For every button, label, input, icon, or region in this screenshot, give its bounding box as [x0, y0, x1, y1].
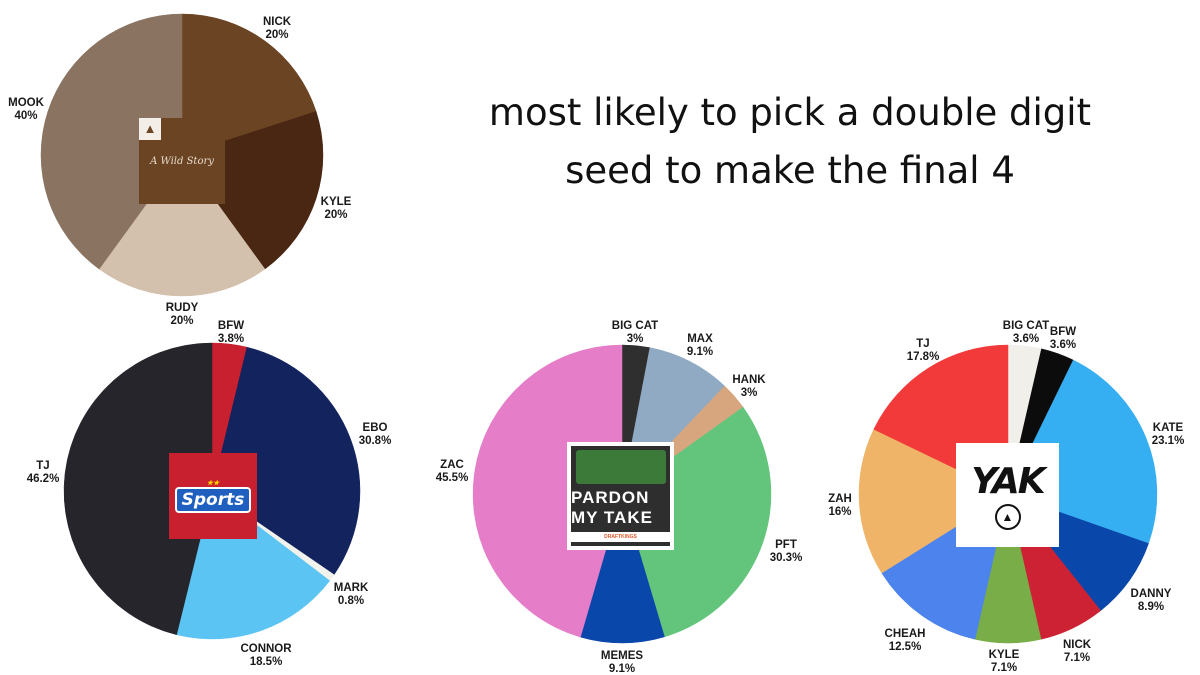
slice-label-max: MAX 9.1%: [687, 333, 713, 358]
slice-label-rudy: RUDY 20%: [166, 302, 199, 327]
logo-3-artwork: [575, 450, 666, 484]
slice-label-tj: TJ 17.8%: [907, 338, 940, 363]
logo-4-text: YAK: [971, 460, 1045, 502]
podcast-logo-3: PARDON MY TAKE DRAFTKINGS: [567, 442, 674, 550]
slice-label-nick: NICK 7.1%: [1063, 639, 1092, 664]
slice-label-bfw: BFW 3.8%: [218, 320, 244, 345]
podcast-logo-2: ★★ Sports: [169, 453, 257, 539]
logo-3-sponsor: DRAFTKINGS: [571, 532, 670, 542]
slice-label-nick: NICK 20%: [263, 16, 292, 41]
slice-label-tj: TJ 46.2%: [27, 460, 60, 485]
podcast-logo-1: ▲ A Wild Story: [139, 118, 225, 204]
slice-label-connor: CONNOR 18.5%: [240, 643, 292, 668]
title-line-1: most likely to pick a double digit: [488, 91, 1092, 134]
pie-slice-pft: [621, 406, 772, 638]
podcast-logo-4: YAK ▲: [956, 443, 1059, 547]
slice-label-cheah: CHEAH 12.5%: [885, 628, 926, 653]
pie-slice-zac: [472, 344, 623, 638]
slice-label-big-cat: BIG CAT 3.6%: [1003, 320, 1049, 345]
pie-slice-zah: [858, 428, 1009, 574]
slice-label-mook: MOOK 40%: [8, 97, 44, 122]
page-title: most likely to pick a double digit seed …: [440, 84, 1140, 200]
slice-label-zac: ZAC 45.5%: [436, 459, 469, 484]
slice-label-memes: MEMES 9.1%: [601, 650, 644, 675]
barstool-icon: ▲: [994, 503, 1021, 530]
slice-label-kyle: KYLE 7.1%: [989, 649, 1020, 674]
title-line-2: seed to make the final 4: [565, 149, 1015, 192]
pie-slice-memes: [580, 493, 665, 644]
logo-3-text: PARDON MY TAKE: [571, 488, 653, 527]
barstool-icon: ▲: [139, 118, 161, 140]
slice-label-kyle: KYLE 20%: [321, 196, 352, 221]
pie-slice-mook: [40, 13, 183, 270]
pie-slice-ebo: [211, 346, 361, 576]
slice-label-big-cat: BIG CAT 3%: [612, 320, 658, 345]
sponsor-text: DRAFTKINGS: [604, 534, 637, 540]
slice-label-hank: HANK 3%: [732, 374, 766, 399]
logo-2-text: Sports: [174, 487, 252, 513]
logo-1-text: A Wild Story: [150, 155, 214, 167]
slice-label-zah: ZAH 16%: [828, 493, 852, 518]
slice-label-kate: KATE 23.1%: [1152, 422, 1185, 447]
logo-2-badge: ★★: [206, 480, 220, 487]
slice-label-bfw: BFW 3.6%: [1050, 326, 1076, 351]
slice-label-danny: DANNY 8.9%: [1131, 588, 1172, 613]
pie-slice-rudy: [98, 154, 266, 297]
slice-label-mark: MARK 0.8%: [334, 582, 369, 607]
pie-slice-tj: [63, 342, 213, 636]
slice-label-pft: PFT 30.3%: [770, 539, 803, 564]
slice-label-ebo: EBO 30.8%: [359, 422, 392, 447]
